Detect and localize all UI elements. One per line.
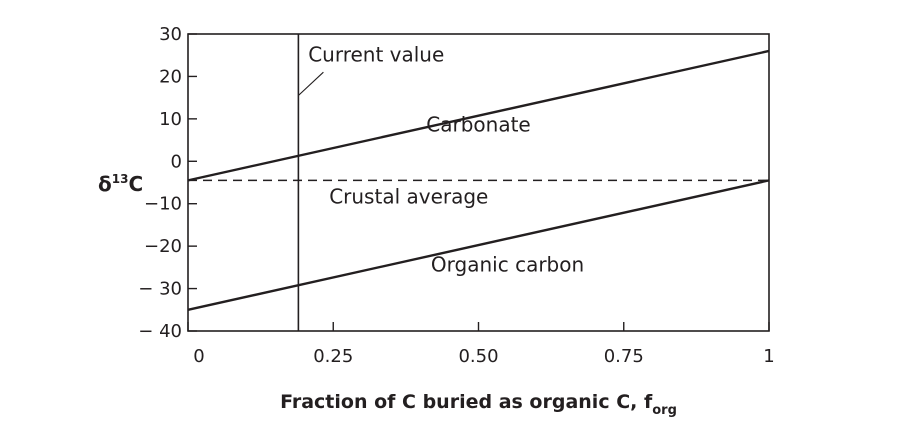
carbonate-label: Carbonate (426, 113, 530, 137)
crustal-average-label: Crustal average (329, 185, 488, 209)
x-tick-label: 0.50 (458, 346, 498, 367)
x-tick-label: 0 (193, 346, 204, 367)
x-tick-label: 0.25 (313, 346, 353, 367)
y-tick-label: 10 (159, 109, 182, 130)
plot-frame (187, 33, 770, 332)
y-tick-label: 30 (159, 24, 182, 45)
current-value-label: Current value (308, 43, 444, 67)
current-value-leader (298, 71, 324, 96)
organic-carbon-label: Organic carbon (431, 253, 584, 277)
carbonate-line (187, 49, 770, 182)
y-tick-label: − 40 (138, 321, 182, 342)
y-tick-label: 0 (171, 151, 182, 172)
y-tick-label: 20 (159, 66, 182, 87)
x-axis-label: Fraction of C buried as organic C, forg (280, 391, 677, 418)
organic-carbon-line (187, 179, 770, 311)
x-tick-label: 0.75 (604, 346, 644, 367)
y-tick-label: −20 (144, 236, 182, 257)
y-axis-label: δ13C (98, 172, 143, 196)
y-tick-label: − 30 (138, 279, 182, 300)
x-tick-label: 1 (763, 346, 774, 367)
y-tick-label: −10 (144, 194, 182, 215)
